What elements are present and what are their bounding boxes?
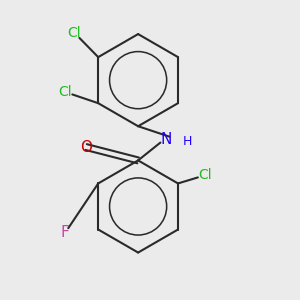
Text: O: O: [80, 140, 92, 154]
Text: H: H: [182, 135, 192, 148]
Text: Cl: Cl: [198, 168, 212, 182]
Text: Cl: Cl: [68, 26, 81, 40]
Text: N: N: [161, 132, 172, 147]
Text: F: F: [61, 225, 70, 240]
Text: Cl: Cl: [58, 85, 72, 99]
